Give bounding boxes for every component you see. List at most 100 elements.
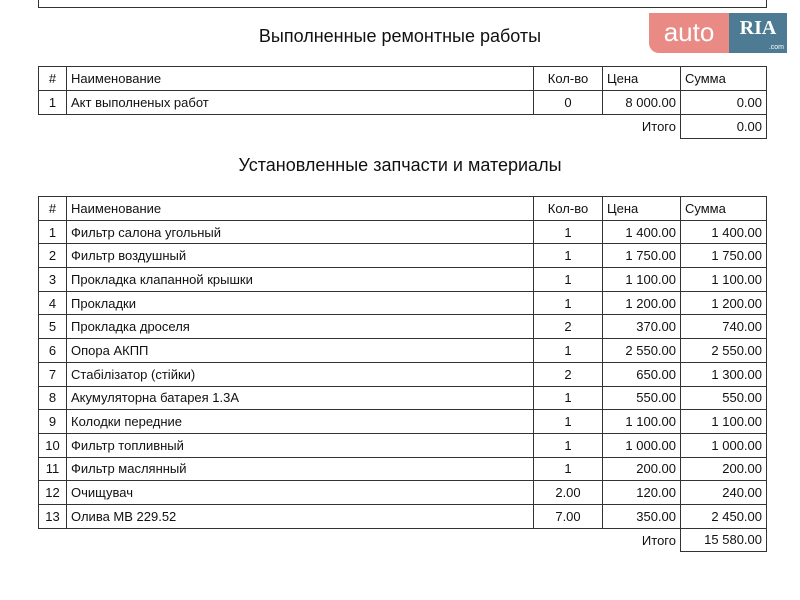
table-row-cell-q: 1 [533,219,603,245]
table-row-cell-s: 740.00 [680,314,767,340]
table-row-cell-s: 1 750.00 [680,243,767,269]
table-row: 10 Фильтр топливный 1 1 000.00 1 000.00 [38,432,767,458]
table-row-cell-n: 7 [38,361,67,387]
total-label: Итого [641,532,676,548]
table-row-cell-name: Колодки передние [66,409,534,434]
table-row-cell-n: 11 [38,456,67,482]
table-row-cell-q: 1 [533,432,603,458]
table-row-cell-s: 240.00 [680,480,767,505]
header-row-cell-q: Кол-во [533,66,603,91]
table-row: 4 Прокладки 1 1 200.00 1 200.00 [38,290,767,316]
header-row-cell-name: Наименование [66,66,534,91]
table-row-cell-q: 1 [533,243,603,269]
table-row-cell-q: 0 [533,90,603,115]
table-row-cell-s: 2 450.00 [680,503,767,529]
table-row: 3 Прокладка клапанной крышки 1 1 100.00 1 10… [38,267,767,292]
table-row-cell-name: Фильтр маслянный [66,456,534,482]
table-row-cell-p: 200.00 [602,456,681,482]
header-row-cell-s: Сумма [680,196,767,221]
total-value: 0.00 [680,114,767,139]
table-row-cell-name: Опора АКПП [66,338,534,363]
table-row-cell-n: 10 [38,432,67,458]
table-row-cell-name: Акт выполненых работ [66,90,534,115]
table-row: 8 Акумуляторна батарея 1.3А 1 550.00 550.00 [38,385,767,411]
table-row-cell-s: 1 100.00 [680,267,767,292]
empty-cell [39,115,67,139]
table-row-cell-n: 1 [38,90,67,115]
table-row-cell-n: 1 [38,219,67,245]
total-label: Итого [641,119,676,135]
total-row: Итого 0.00 [39,114,767,139]
header-row: # Наименование Кол-во Цена Сумма [38,66,767,91]
table-row-cell-name: Прокладки [66,290,534,316]
table-row-cell-q: 1 [533,338,603,363]
empty-cell [534,528,603,552]
table-row: 1 Фильтр салона угольный 1 1 400.00 1 400.00 [38,219,767,245]
header-row-cell-n: # [38,66,67,91]
header-row-cell-s: Сумма [680,66,767,91]
table-row-cell-n: 8 [38,385,67,411]
table-row-cell-s: 200.00 [680,456,767,482]
table-row-cell-name: Акумуляторна батарея 1.3А [66,385,534,411]
table-row-cell-n: 9 [38,409,67,434]
table-row-cell-p: 350.00 [602,503,681,529]
header-row: # Наименование Кол-во Цена Сумма [38,196,767,221]
table-row-cell-s: 0.00 [680,90,767,115]
total-row: Итого 15 580.00 [39,527,767,553]
table-row-cell-n: 5 [38,314,67,340]
table-row-cell-p: 550.00 [602,385,681,411]
table-row-cell-name: Прокладка дроселя [66,314,534,340]
table-row-cell-n: 13 [38,503,67,529]
table-row-cell-p: 370.00 [602,314,681,340]
header-row-cell-p: Цена [602,196,681,221]
table-row: 5 Прокладка дроселя 2 370.00 740.00 [38,314,767,340]
header-row-cell-p: Цена [602,66,681,91]
table-row-cell-q: 1 [533,385,603,411]
table-row-cell-q: 2 [533,361,603,387]
table-row-cell-s: 1 300.00 [680,361,767,387]
table-row-cell-q: 1 [533,267,603,292]
table-row: 1 Акт выполненых работ 0 8 000.00 0.00 [38,90,767,115]
table-row: 11 Фильтр маслянный 1 200.00 200.00 [38,456,767,482]
table-row-cell-p: 2 550.00 [602,338,681,363]
table-row-cell-name: Прокладка клапанной крышки [66,267,534,292]
table-row-cell-n: 3 [38,267,67,292]
table-row-cell-q: 2 [533,314,603,340]
table-row-cell-p: 1 000.00 [602,432,681,458]
empty-cell [534,115,603,139]
empty-cell [39,528,67,552]
empty-cell [67,115,534,139]
table-row-cell-n: 6 [38,338,67,363]
logo-ria: RIA .com [729,13,787,53]
table-row-cell-name: Очищувач [66,480,534,505]
table-row-cell-q: 7.00 [533,503,603,529]
table-row-cell-q: 1 [533,290,603,316]
table-row-cell-s: 1 100.00 [680,409,767,434]
table-row-cell-p: 8 000.00 [602,90,681,115]
table-row-cell-name: Фильтр салона угольный [66,219,534,245]
parts-title: Установленные запчасти и материалы [238,155,562,175]
empty-cell [67,528,534,552]
autoria-logo: auto RIA .com [649,13,787,53]
table-row-cell-name: Фильтр топливный [66,432,534,458]
table-row-cell-p: 1 400.00 [602,219,681,245]
header-row-cell-n: # [38,196,67,221]
table-row-cell-n: 2 [38,243,67,269]
parts-table: # Наименование Кол-во Цена Сумма 1 Фильтр сало… [38,196,767,553]
table-row-cell-name: Фильтр воздушный [66,243,534,269]
table-row-cell-n: 12 [38,480,67,505]
header-row-cell-name: Наименование [66,196,534,221]
total-value: 15 580.00 [680,527,767,553]
table-row: 12 Очищувач 2.00 120.00 240.00 [38,480,767,505]
table-row-cell-name: Олива MB 229.52 [66,503,534,529]
table-row-cell-s: 2 550.00 [680,338,767,363]
table-row: 6 Опора АКПП 1 2 550.00 2 550.00 [38,338,767,363]
header-row-cell-q: Кол-во [533,196,603,221]
table-row-cell-p: 1 100.00 [602,409,681,434]
table-row-cell-q: 2.00 [533,480,603,505]
table-row-cell-name: Стабілізатор (стійки) [66,361,534,387]
works-title: Выполненные ремонтные работы [258,26,542,46]
logo-com: .com [768,44,784,51]
table-row-cell-p: 120.00 [602,480,681,505]
table-row-cell-s: 1 200.00 [680,290,767,316]
